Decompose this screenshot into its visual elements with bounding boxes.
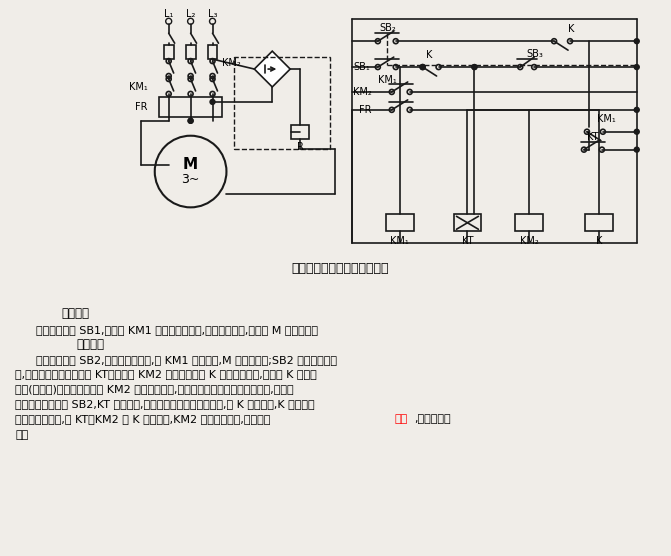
Text: 机受到制动。松开 SB2,KT 经延时后,其延时断开的常闭触点断开,使 K 失电释放,K 的常开触: 机受到制动。松开 SB2,KT 经延时后,其延时断开的常闭触点断开,使 K 失电… bbox=[15, 399, 315, 409]
Text: 合,使通电延时时间继电器 KT、接触器 KM2 和中间继电器 K 同时得电吸合,并通过 K 的常开: 合,使通电延时时间继电器 KT、接触器 KM2 和中间继电器 K 同时得电吸合,… bbox=[15, 370, 317, 380]
Text: SB₂: SB₂ bbox=[379, 23, 396, 33]
Text: 启动控制: 启动控制 bbox=[61, 307, 89, 320]
Circle shape bbox=[634, 129, 639, 134]
Text: FR: FR bbox=[135, 102, 147, 112]
Text: L₂: L₂ bbox=[186, 9, 195, 19]
Text: FR: FR bbox=[360, 105, 372, 115]
Text: KM₁: KM₁ bbox=[130, 82, 148, 92]
Text: KT: KT bbox=[587, 132, 599, 142]
Polygon shape bbox=[254, 51, 290, 87]
Text: L₁: L₁ bbox=[164, 9, 173, 19]
Text: KM₁: KM₁ bbox=[391, 236, 409, 246]
Text: K: K bbox=[427, 50, 433, 60]
Text: 停止控制: 停止控制 bbox=[76, 338, 104, 351]
Text: KM₂: KM₂ bbox=[353, 87, 372, 97]
Circle shape bbox=[634, 39, 639, 44]
Text: K: K bbox=[596, 236, 602, 246]
Bar bbox=[515, 214, 543, 231]
Circle shape bbox=[472, 64, 477, 70]
Bar bbox=[291, 125, 309, 138]
Circle shape bbox=[210, 100, 215, 105]
Text: 触点(已闭合)自锁。主电路中 KM2 的主触点闭合,直流电流流入电动机定子绕组中,使电动: 触点(已闭合)自锁。主电路中 KM2 的主触点闭合,直流电流流入电动机定子绕组中… bbox=[15, 384, 294, 394]
Text: SB₃: SB₃ bbox=[527, 49, 544, 59]
Text: R: R bbox=[297, 142, 303, 152]
Circle shape bbox=[420, 64, 425, 70]
Text: 按下启动按钮 SB1,接触器 KM1 得电吸合并自锁,其主触点闭合,电动机 M 得电启动。: 按下启动按钮 SB1,接触器 KM1 得电吸合并自锁,其主触点闭合,电动机 M … bbox=[36, 325, 318, 335]
Bar bbox=[164, 45, 174, 59]
Bar bbox=[186, 45, 195, 59]
Bar bbox=[386, 214, 414, 231]
Bar bbox=[585, 214, 613, 231]
Circle shape bbox=[472, 64, 477, 70]
Text: KM₁: KM₁ bbox=[378, 75, 397, 85]
Circle shape bbox=[188, 118, 193, 123]
Text: M: M bbox=[183, 157, 198, 172]
Text: ,完成制动过: ,完成制动过 bbox=[415, 414, 452, 424]
Circle shape bbox=[634, 147, 639, 152]
Text: K: K bbox=[568, 24, 574, 34]
Text: KM₂: KM₂ bbox=[520, 236, 539, 246]
Text: 电动机点动能耗制动控制电路: 电动机点动能耗制动控制电路 bbox=[291, 261, 389, 275]
Bar bbox=[207, 45, 217, 59]
Text: KM₂: KM₂ bbox=[223, 58, 241, 68]
Text: 程。: 程。 bbox=[15, 430, 29, 440]
Text: L₃: L₃ bbox=[208, 9, 217, 19]
Circle shape bbox=[634, 107, 639, 112]
Text: KM₁: KM₁ bbox=[597, 114, 616, 124]
Text: 3~: 3~ bbox=[181, 173, 200, 186]
Text: SB₁: SB₁ bbox=[353, 62, 370, 72]
Circle shape bbox=[634, 64, 639, 70]
Bar bbox=[234, 57, 330, 148]
Text: 按下停止按钮 SB2,其常闭触点断开,使 KM1 失电释放,M 与电源脱离;SB2 的常开触点闭: 按下停止按钮 SB2,其常闭触点断开,使 KM1 失电释放,M 与电源脱离;SB… bbox=[36, 355, 338, 365]
Text: KT: KT bbox=[462, 236, 473, 246]
Bar bbox=[159, 97, 223, 117]
Text: 点断开解除自锁,使 KT、KM2 和 K 失电释放,KM2 的主触点断开,切断直流: 点断开解除自锁,使 KT、KM2 和 K 失电释放,KM2 的主触点断开,切断直… bbox=[15, 414, 270, 424]
Circle shape bbox=[188, 118, 193, 123]
Bar bbox=[454, 214, 481, 231]
Text: 电流: 电流 bbox=[395, 414, 408, 424]
